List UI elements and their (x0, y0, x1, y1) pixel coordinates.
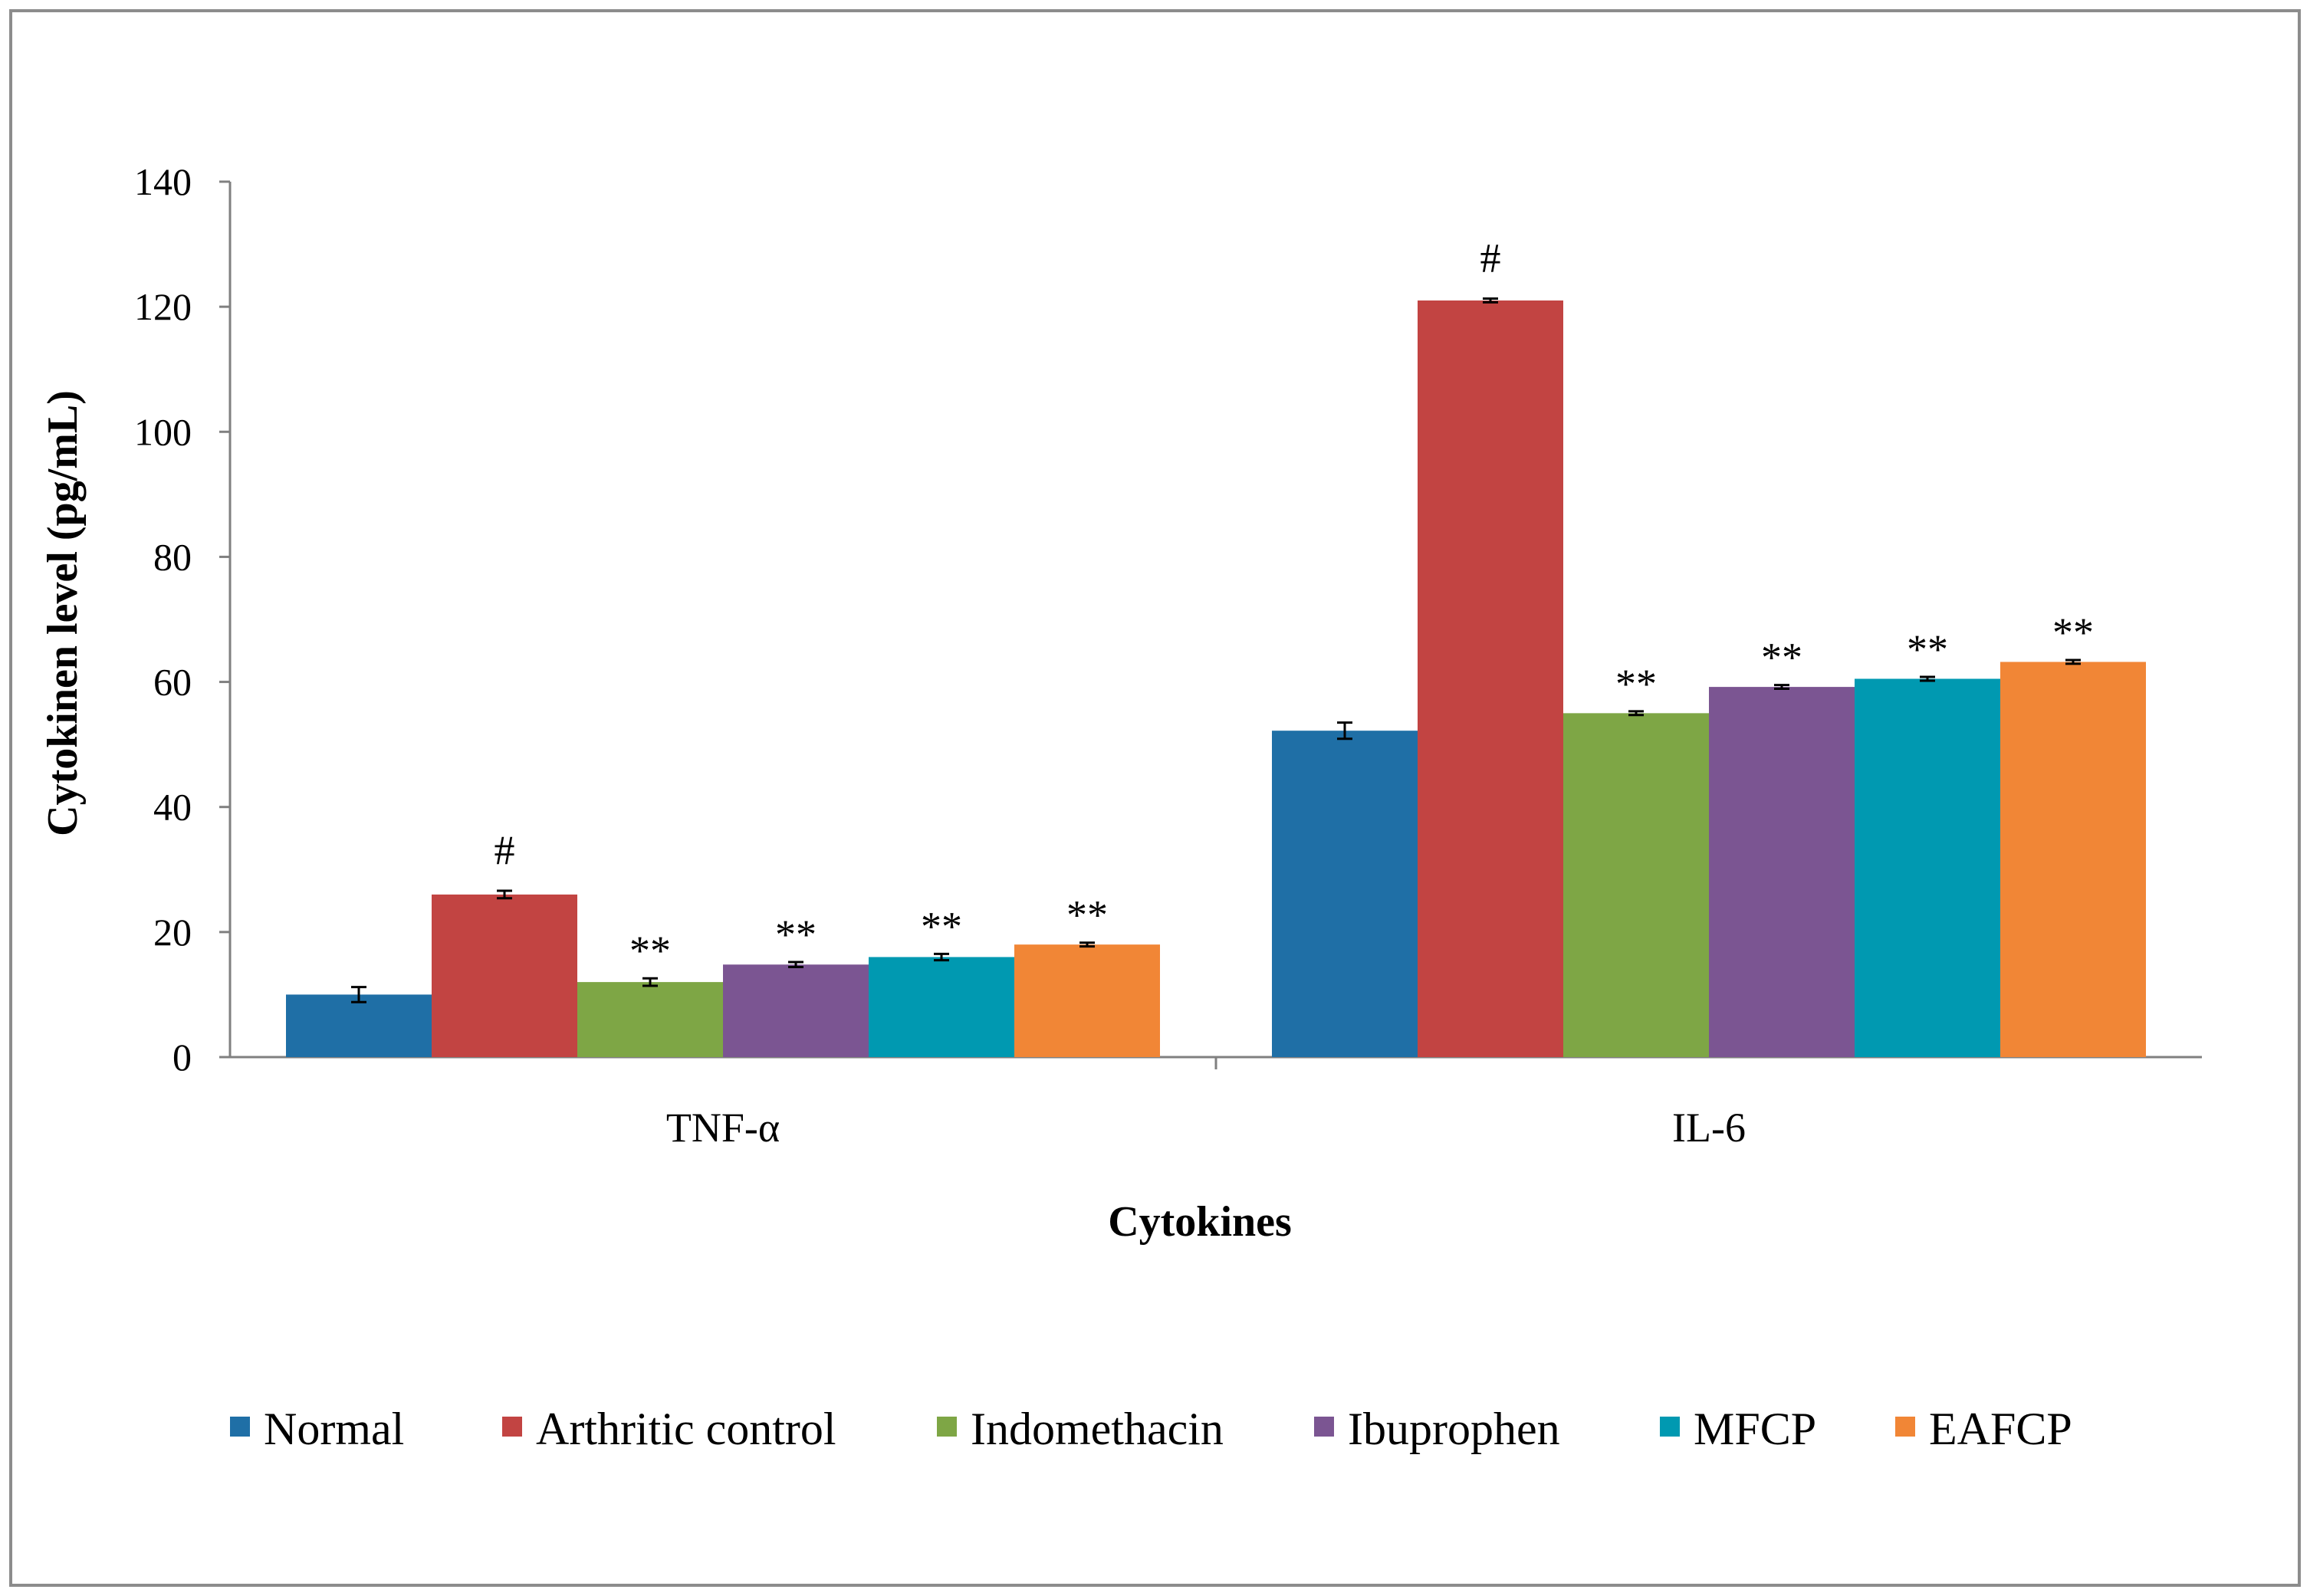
legend-label: Ibuprophen (1348, 1404, 1560, 1454)
bar (432, 894, 577, 1057)
bar (869, 957, 1014, 1057)
legend-swatch (937, 1417, 957, 1437)
x-tick-label: TNF-α (666, 1105, 780, 1151)
significance-label: ** (1066, 892, 1108, 938)
legend-swatch (1895, 1417, 1915, 1437)
bar (1014, 944, 1160, 1057)
legend-swatch (1314, 1417, 1334, 1437)
bar (1563, 713, 1709, 1057)
bar (723, 964, 869, 1057)
x-tick-label: IL-6 (1672, 1105, 1746, 1151)
significance-label: ** (1615, 661, 1657, 707)
bar (1418, 300, 1563, 1057)
bar (1709, 687, 1855, 1057)
significance-label: ** (629, 928, 671, 974)
significance-label: # (495, 827, 515, 873)
y-tick-label: 60 (153, 661, 192, 704)
significance-label: ** (921, 903, 962, 949)
y-tick-label: 100 (134, 410, 192, 453)
bar (2000, 662, 2146, 1057)
x-axis-title: Cytokines (1108, 1198, 1292, 1246)
bar (286, 994, 432, 1057)
legend-label: EAFCP (1929, 1404, 2072, 1454)
legend-label: Arthritic control (536, 1404, 836, 1454)
legend-swatch (1660, 1417, 1680, 1437)
y-tick-label: 120 (134, 285, 192, 328)
bar (1855, 678, 2000, 1057)
y-tick-label: 20 (153, 911, 192, 954)
significance-label: ** (2052, 609, 2094, 655)
y-axis-title: Cytokinen level (pg/mL) (39, 390, 87, 836)
y-tick-label: 80 (153, 535, 192, 578)
legend-label: Normal (264, 1404, 404, 1454)
legend-swatch (502, 1417, 522, 1437)
significance-label: ** (775, 911, 817, 957)
significance-label: ** (1761, 635, 1802, 681)
legend-label: Indomethacin (971, 1404, 1224, 1454)
y-tick-label: 0 (173, 1036, 192, 1079)
significance-label: # (1480, 235, 1501, 281)
legend-swatch (230, 1417, 250, 1437)
y-tick-label: 40 (153, 786, 192, 829)
significance-label: ** (1907, 626, 1948, 672)
y-tick-label: 140 (134, 160, 192, 203)
bar (577, 982, 723, 1057)
legend-label: MFCP (1694, 1404, 1816, 1454)
bar (1272, 731, 1418, 1057)
